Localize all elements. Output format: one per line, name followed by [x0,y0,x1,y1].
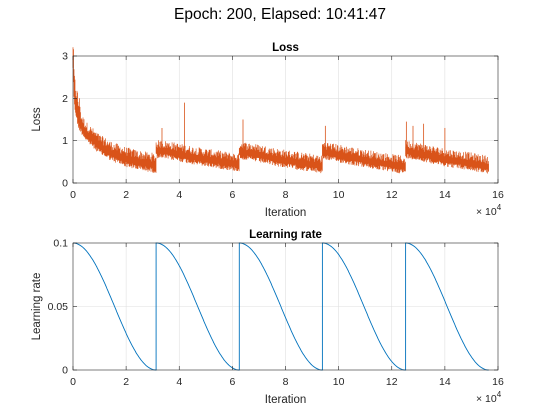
loss-x-exponent-label: × 104 [476,203,502,218]
loss-ytick-label: 3 [62,51,68,63]
loss-xtick-label: 6 [229,189,235,201]
loss-xlabel: Iteration [265,207,307,219]
lr-xtick-label: 16 [492,376,504,388]
loss-xtick-label: 4 [176,189,182,201]
loss-ytick-label: 0 [62,178,68,190]
lr-xtick-label: 2 [123,376,129,388]
loss-xtick-label: 14 [439,189,451,201]
lr-ylabel: Learning rate [31,273,43,341]
lr-xtick-label: 12 [386,376,398,388]
loss-ylabel: Loss [31,107,43,132]
loss-xtick-label: 2 [123,189,129,201]
learning-rate-axes: 0 2 4 6 8 10 12 14 16 0 0.05 0.1 Learning rate Iterat… [31,229,504,406]
loss-ytick-label: 1 [62,135,68,147]
lr-xtick-label: 8 [283,376,289,388]
lr-xtick-label: 10 [333,376,345,388]
loss-axes-title: Loss [272,42,299,54]
lr-ytick-label: 0.1 [53,238,68,250]
lr-xtick-label: 0 [70,376,76,388]
lr-x-exponent-label: × 104 [476,390,502,405]
lr-ytick-label: 0.05 [48,301,69,313]
loss-xtick-label: 12 [386,189,398,201]
loss-ytick-label: 2 [62,93,68,105]
lr-xtick-label: 6 [229,376,235,388]
lr-axes-title: Learning rate [249,229,322,241]
lr-xlabel: Iteration [265,394,307,406]
loss-xtick-label: 16 [492,189,504,201]
loss-xtick-label: 0 [70,189,76,201]
figure-title: Epoch: 200, Elapsed: 10:41:47 [174,6,386,23]
loss-xtick-label: 8 [283,189,289,201]
lr-ytick-label: 0 [62,365,68,377]
lr-xtick-label: 4 [176,376,182,388]
learning-rate-series-line [73,242,489,371]
lr-xtick-label: 14 [439,376,451,388]
loss-xtick-label: 10 [333,189,345,201]
